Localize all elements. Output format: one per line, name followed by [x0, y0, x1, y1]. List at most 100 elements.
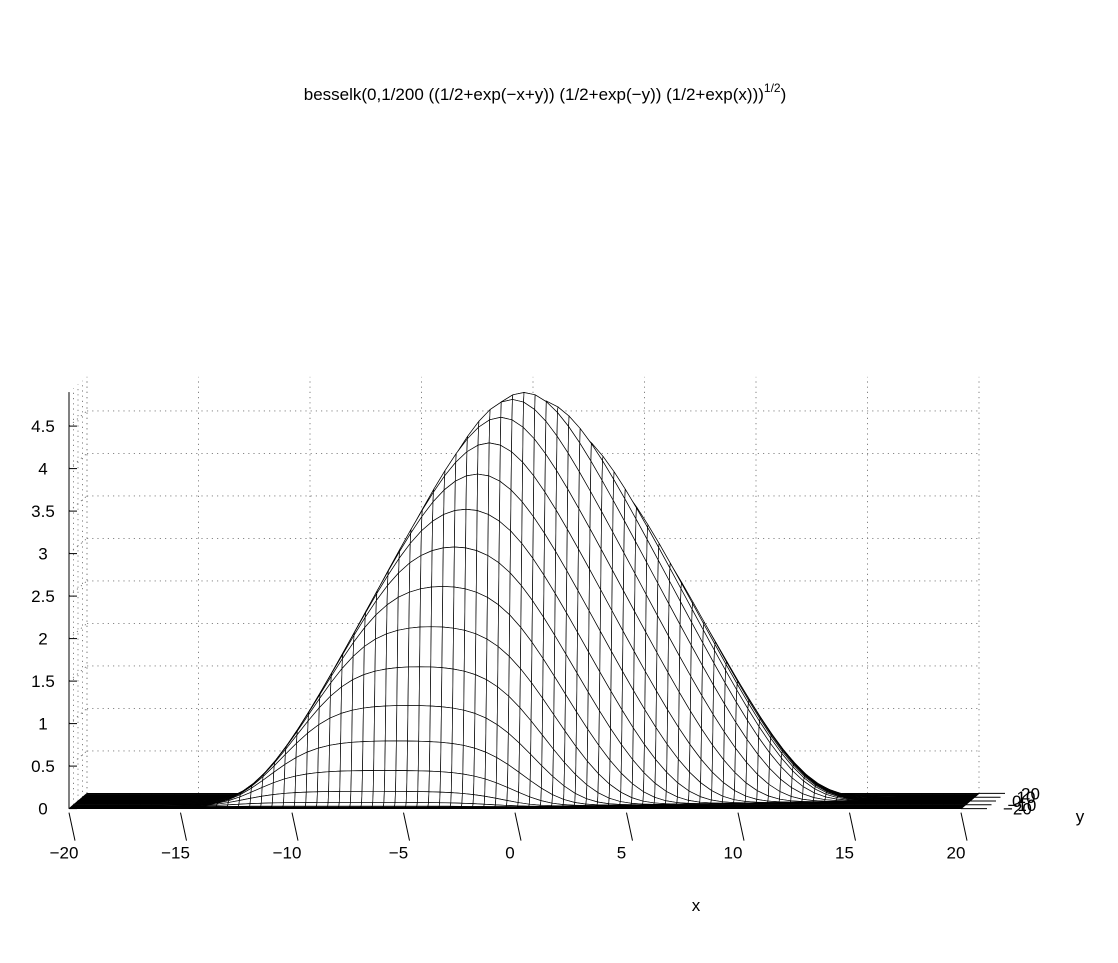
mesh-cell [452, 744, 464, 774]
mesh-cell [386, 630, 398, 669]
mesh-cell [374, 706, 386, 741]
mesh-cell [372, 802, 384, 806]
chart-title-suffix: ) [781, 85, 787, 104]
mesh-cell [465, 589, 477, 634]
mesh-cell [373, 791, 385, 802]
mesh-cell [352, 675, 364, 711]
mesh-cell [397, 628, 409, 667]
mesh-cell [362, 770, 374, 791]
mesh-cell [419, 706, 431, 742]
mesh-cell [487, 597, 499, 646]
x-tick-label: −15 [161, 844, 190, 863]
mesh-cell [501, 399, 513, 419]
mesh-cell [464, 630, 476, 674]
chart-title-superscript: 1/2 [764, 81, 781, 95]
z-tick-label: 2 [38, 630, 47, 649]
mesh-cell [363, 707, 375, 742]
x-tick-label: 20 [947, 844, 966, 863]
x-tick-mark [961, 813, 967, 841]
mesh-cell [396, 705, 408, 741]
mesh-cell [317, 802, 329, 806]
mesh-cell [339, 791, 351, 802]
mesh-cell [463, 745, 475, 776]
mesh-cell [421, 551, 433, 589]
x-tick-mark [404, 813, 410, 841]
mesh-cell [428, 803, 440, 807]
mesh-cell [375, 669, 387, 707]
x-tick-label: 15 [835, 844, 854, 863]
mesh-cell [487, 556, 499, 605]
mesh-cell [339, 802, 351, 806]
mesh-cell [466, 509, 478, 550]
mesh-cell [350, 791, 362, 802]
mesh-cell [453, 628, 465, 671]
mesh-cell [486, 718, 498, 757]
mesh-cell [419, 667, 431, 706]
grid-line-left-z [69, 666, 87, 681]
mesh-cell [385, 706, 397, 741]
mesh-cell [272, 793, 284, 802]
mesh-cell [398, 592, 410, 630]
z-tick-label: 0 [38, 800, 47, 819]
mesh-cell [284, 776, 296, 793]
mesh-cell [443, 511, 455, 548]
mesh-cell [442, 586, 454, 628]
mesh-cell [455, 476, 467, 511]
mesh-cell [340, 742, 352, 771]
mesh-cell [328, 791, 340, 802]
mesh-cell [474, 748, 486, 779]
grid-line-left-z [69, 581, 87, 596]
mesh-cell [250, 803, 262, 806]
mesh-cell [329, 744, 341, 772]
z-tick-label: 3 [38, 545, 47, 564]
mesh-cell [373, 770, 385, 791]
z-tick-label: 4.5 [31, 417, 55, 436]
grid-line-left-z [69, 411, 87, 426]
mesh-cell [430, 667, 442, 707]
mesh-cell [328, 802, 340, 806]
mesh-cell [396, 770, 408, 791]
mesh-cell [487, 639, 499, 687]
mesh-cell [441, 707, 453, 744]
mesh-cell [451, 793, 463, 804]
mesh-cell [490, 402, 502, 420]
mesh-cell [477, 474, 489, 514]
mesh-cell [452, 708, 464, 745]
mesh-cell [383, 802, 395, 806]
mesh-cell [363, 741, 375, 770]
mesh-cell [489, 417, 501, 445]
z-tick-label: 0.5 [31, 757, 55, 776]
mesh-cell [485, 779, 497, 798]
x-tick-mark [627, 813, 633, 841]
mesh-cell [317, 792, 329, 803]
mesh-cell [374, 741, 386, 771]
mesh-cell [488, 514, 500, 562]
mesh-cell [475, 675, 487, 718]
mesh-cell [384, 791, 396, 802]
mesh-cell [488, 476, 500, 521]
mesh-cell [386, 668, 398, 706]
x-axis-label: x [692, 896, 701, 915]
mesh-cell [474, 713, 486, 752]
mesh-cell [431, 627, 443, 668]
mesh-cell [441, 742, 453, 772]
grid-line-left-z [69, 708, 87, 723]
chart-title-main: besselk(0,1/200 ((1/2+exp(−x+y)) (1/2+ex… [304, 85, 764, 104]
mesh-cell [406, 802, 418, 806]
mesh-cell [363, 671, 375, 708]
x-tick-label: −10 [273, 844, 302, 863]
x-tick-mark [738, 813, 744, 841]
mesh-cell [330, 713, 342, 745]
mesh-cell [409, 589, 421, 628]
y-tick-label: 20 [1021, 784, 1040, 803]
mesh-cell [261, 795, 273, 804]
mesh-cell [283, 803, 295, 807]
mesh-cell [489, 443, 501, 481]
mesh-cell [440, 772, 452, 793]
z-tick-label: 1.5 [31, 672, 55, 691]
mesh-cell [306, 792, 318, 803]
x-tick-mark [69, 813, 75, 841]
mesh-cell [475, 634, 487, 680]
